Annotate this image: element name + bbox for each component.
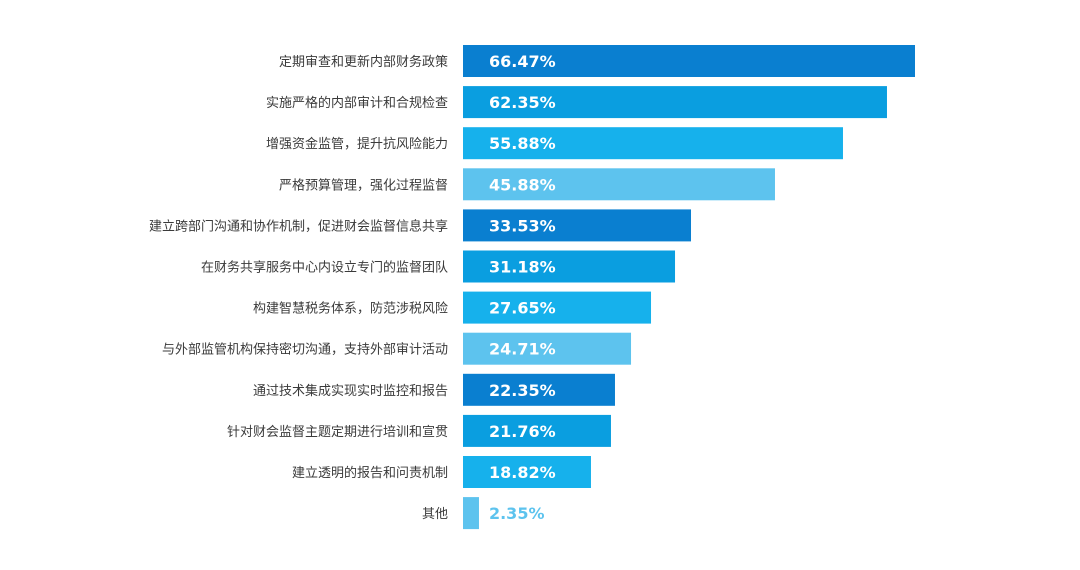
value-label-1: 66.47% [489,52,556,71]
category-label-6: 在财务共享服务中心内设立专门的监督团队 [201,260,448,276]
bar-11 [463,456,591,488]
value-label-3: 55.88% [489,134,556,153]
category-label-1: 定期审查和更新内部财务政策 [279,54,448,70]
value-label-5: 33.53% [489,216,556,235]
value-label-9: 22.35% [489,381,556,400]
category-label-5: 建立跨部门沟通和协作机制，促进财会监督信息共享 [149,218,448,234]
bar-3 [463,127,843,160]
value-label-12: 2.35% [489,504,545,523]
bar-1 [463,45,915,77]
bar-7 [463,291,652,324]
bar-8 [463,332,632,365]
bar-12 [463,497,479,530]
category-label-4: 严格预算管理，强化过程监督 [279,177,448,193]
value-label-6: 31.18% [489,258,556,277]
bar-6 [463,250,676,283]
category-label-7: 构建智慧税务体系，防范涉税风险 [253,301,448,317]
bar-9 [463,373,615,406]
bar-10 [463,414,611,447]
bar-4 [463,168,775,201]
bar-2 [463,86,887,119]
value-label-10: 21.76% [489,422,556,441]
value-label-4: 45.88% [489,175,556,194]
category-label-10: 针对财会监督主题定期进行培训和宣贯 [227,424,448,440]
value-label-11: 18.82% [489,463,556,482]
bar-5 [463,209,692,242]
value-label-7: 27.65% [489,299,556,318]
value-label-8: 24.71% [489,340,556,359]
value-label-2: 62.35% [489,93,556,112]
category-label-9: 通过技术集成实现实时监控和报告 [253,383,448,399]
category-label-12: 其他 [422,507,448,522]
category-label-3: 增强资金监管，提升抗风险能力 [266,136,448,152]
category-label-11: 建立透明的报告和问责机制 [292,465,448,481]
category-label-8: 与外部监管机构保持密切沟通，支持外部审计活动 [162,342,448,358]
category-label-2: 实施严格的内部审计和合规检查 [266,95,448,111]
